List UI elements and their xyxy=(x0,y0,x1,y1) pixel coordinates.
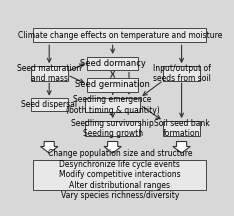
Text: Change population size and structure
Desynchronize life cycle events
Modify comp: Change population size and structure Des… xyxy=(48,149,192,200)
Text: Seedling emergence
(both timing & quantity): Seedling emergence (both timing & quanti… xyxy=(66,95,160,115)
Text: Seed germination: Seed germination xyxy=(75,81,150,89)
Polygon shape xyxy=(173,141,190,153)
Text: Soil seed bank
formation: Soil seed bank formation xyxy=(154,119,209,138)
Text: Seed dormancy: Seed dormancy xyxy=(80,59,146,68)
FancyBboxPatch shape xyxy=(33,28,206,43)
FancyBboxPatch shape xyxy=(85,121,140,136)
Text: Seed maturation
and mass: Seed maturation and mass xyxy=(17,64,81,83)
Text: Seedling survivorship
Seeding growth: Seedling survivorship Seeding growth xyxy=(71,119,154,138)
FancyBboxPatch shape xyxy=(31,98,68,111)
Polygon shape xyxy=(104,141,121,153)
Text: Seed dispersal: Seed dispersal xyxy=(21,100,77,110)
FancyBboxPatch shape xyxy=(87,78,139,92)
FancyBboxPatch shape xyxy=(87,57,139,70)
Text: Input/output of
seeds from soil: Input/output of seeds from soil xyxy=(153,64,211,83)
FancyBboxPatch shape xyxy=(31,66,68,81)
FancyBboxPatch shape xyxy=(85,97,140,112)
FancyBboxPatch shape xyxy=(163,121,200,136)
FancyBboxPatch shape xyxy=(163,66,200,81)
Polygon shape xyxy=(40,141,58,153)
FancyBboxPatch shape xyxy=(33,160,206,190)
Text: Climate change effects on temperature and moisture: Climate change effects on temperature an… xyxy=(18,31,222,40)
